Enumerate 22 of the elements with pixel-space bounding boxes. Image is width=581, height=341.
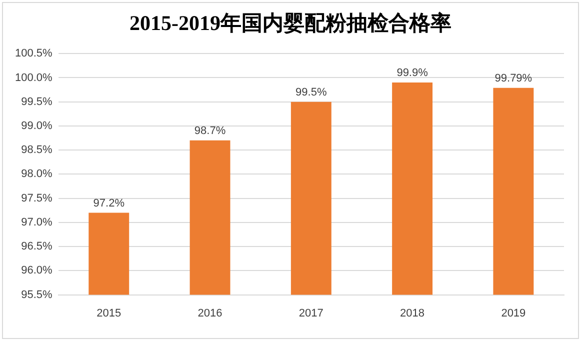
y-tick-label: 100.5% — [14, 48, 53, 60]
y-tick-label: 95.5% — [21, 288, 53, 301]
y-tick-label: 97.5% — [21, 192, 53, 204]
data-label: 99.5% — [296, 86, 327, 98]
y-tick-label: 99.5% — [21, 96, 53, 108]
x-tick-label: 2019 — [501, 307, 526, 320]
y-tick-label: 96.0% — [21, 264, 53, 277]
y-tick-label: 99.0% — [21, 120, 53, 132]
x-tick-label: 2017 — [298, 307, 324, 320]
chart-title: 2015-2019年国内婴配粉抽检合格率 — [128, 10, 452, 37]
y-tick-label: 100.0% — [14, 72, 53, 84]
y-tick-label: 98.0% — [21, 168, 53, 180]
data-label: 99.79% — [494, 72, 532, 84]
y-tick-label: 97.0% — [21, 216, 53, 228]
data-label: 98.7% — [194, 124, 226, 137]
x-tick-label: 2016 — [198, 307, 222, 320]
x-tick-label: 2018 — [400, 307, 425, 320]
data-label: 99.9% — [396, 67, 428, 80]
x-tick-label: 2015 — [96, 307, 122, 320]
y-tick-label: 98.5% — [21, 144, 53, 156]
data-label: 97.2% — [93, 197, 125, 210]
y-tick-label: 96.5% — [21, 240, 53, 253]
